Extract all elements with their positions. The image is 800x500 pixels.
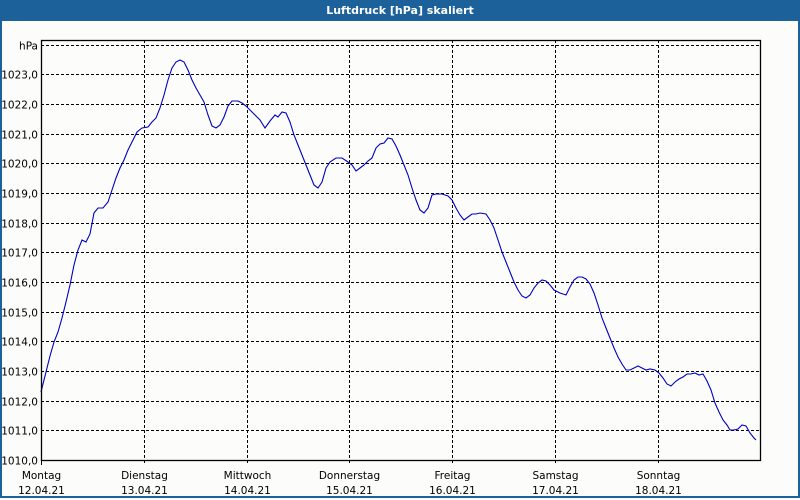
- y-tick-label: 1016,0: [1, 278, 38, 290]
- y-tick-label: 1010,0: [1, 456, 38, 468]
- x-tick-date: 15.04.21: [326, 485, 373, 497]
- x-tick-day: Dienstag: [121, 470, 168, 482]
- x-tick-day: Donnerstag: [319, 470, 380, 482]
- x-tick-date: 13.04.21: [121, 485, 168, 497]
- y-tick-label: 1013,0: [1, 367, 38, 379]
- x-tick-date: 16.04.21: [429, 485, 476, 497]
- x-tick-day: Freitag: [435, 470, 471, 482]
- y-tick-label: 1022,0: [1, 100, 38, 112]
- y-tick-label: 1018,0: [1, 219, 38, 231]
- y-tick-label: 1012,0: [1, 397, 38, 409]
- pressure-line: [40, 59, 757, 441]
- y-tick-label: 1021,0: [1, 130, 38, 142]
- x-tick-day: Samstag: [532, 470, 578, 482]
- y-unit-label: hPa: [19, 41, 38, 53]
- x-tick-day: Sonntag: [637, 470, 681, 482]
- x-tick-day: Montag: [22, 470, 61, 482]
- x-tick-date: 12.04.21: [18, 485, 65, 497]
- y-tick-label: 1019,0: [1, 189, 38, 201]
- y-tick-label: 1020,0: [1, 159, 38, 171]
- x-tick-day: Mittwoch: [224, 470, 272, 482]
- y-tick-label: 1015,0: [1, 308, 38, 320]
- x-tick-date: 17.04.21: [532, 485, 579, 497]
- y-axis-labels: 1010,0 1011,0 1012,0 1013,0 1014,0 1015,0 1016…: [1, 41, 38, 468]
- y-tick-label: 1023,0: [1, 70, 38, 82]
- grid-lines: [41, 40, 760, 465]
- plot-border: [40, 39, 762, 462]
- x-axis-labels: Montag 12.04.21 Dienstag 13.04.21 Mittwoch 14…: [18, 470, 682, 497]
- x-tick-date: 18.04.21: [635, 485, 682, 497]
- x-tick-date: 14.04.21: [224, 485, 271, 497]
- y-tick-label: 1011,0: [1, 426, 38, 438]
- y-tick-label: 1017,0: [1, 248, 38, 260]
- y-tick-label: 1014,0: [1, 337, 38, 349]
- chart-title: Luftdruck [hPa] skaliert: [0, 0, 800, 21]
